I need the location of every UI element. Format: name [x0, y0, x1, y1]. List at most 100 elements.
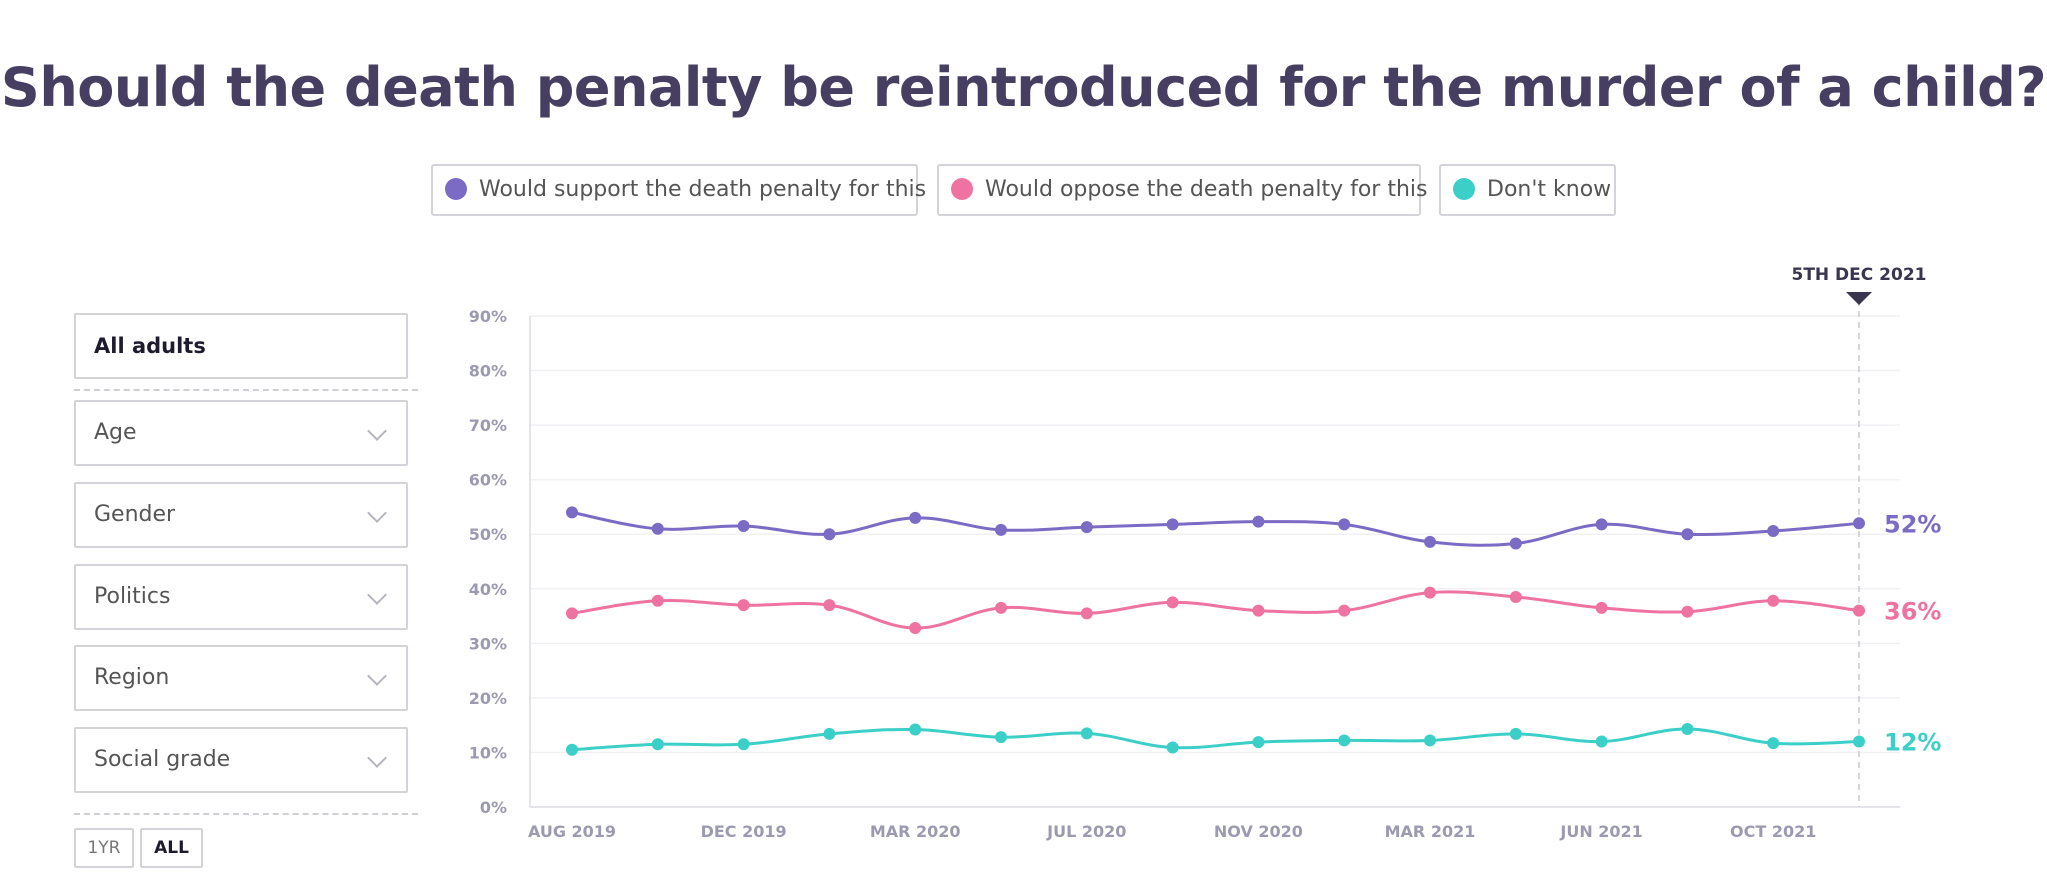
data-point-oppose	[651, 594, 664, 607]
data-point-dont-know	[995, 731, 1007, 744]
filter-age-label: Age	[94, 420, 137, 445]
y-tick-label: 60%	[469, 471, 507, 490]
data-point-oppose	[1166, 596, 1179, 609]
data-point-support	[737, 520, 750, 533]
y-tick-label: 80%	[469, 362, 507, 381]
legend-dot-oppose	[951, 178, 973, 200]
data-point-dont-know	[737, 738, 750, 751]
data-point-oppose	[737, 599, 750, 612]
filter-divider-bottom	[74, 813, 418, 815]
data-point-support	[566, 506, 578, 519]
chart-axes: 0% 10% 20% 30% 40% 50% 60% 70% 80% 90% AUG 2019 DEC…	[469, 292, 1900, 841]
legend-item-dont-know[interactable]: Don't know	[1439, 164, 1616, 216]
legend-dot-support	[445, 178, 467, 200]
legend-item-support[interactable]: Would support the death penalty for this	[431, 164, 926, 216]
filter-social-grade-label: Social grade	[94, 747, 231, 772]
legend-item-oppose[interactable]: Would oppose the death penalty for this	[937, 164, 1427, 216]
date-marker-label: 5TH DEC 2021	[1791, 265, 1926, 285]
data-point-dont-know	[1681, 722, 1694, 735]
data-point-support	[651, 522, 664, 535]
filter-region-dropdown[interactable]: Region	[74, 645, 408, 711]
x-tick-label: NOV 2020	[1214, 822, 1303, 841]
data-point-oppose	[1509, 590, 1522, 603]
data-point-dont-know	[1338, 734, 1351, 747]
y-tick-label: 40%	[469, 580, 507, 599]
data-point-support	[1080, 521, 1093, 534]
date-marker-arrow-icon	[1846, 292, 1872, 305]
data-point-support	[823, 528, 836, 541]
page-title: Should the death penalty be reintroduced…	[0, 56, 2047, 119]
data-point-dont-know	[566, 743, 578, 756]
y-tick-label: 20%	[469, 689, 507, 708]
data-point-oppose	[823, 599, 836, 612]
data-point-oppose	[566, 607, 578, 620]
data-point-support	[1509, 537, 1522, 550]
filter-region-label: Region	[94, 665, 170, 690]
data-point-support	[1424, 535, 1436, 548]
y-tick-label: 0%	[480, 798, 507, 817]
data-point-support	[909, 511, 922, 524]
chart-series	[566, 506, 1865, 756]
data-point-dont-know	[823, 727, 836, 740]
data-point-dont-know	[651, 738, 664, 751]
end-label-oppose: 36%	[1884, 598, 1941, 626]
data-point-support	[1853, 517, 1865, 530]
x-tick-label: MAR 2021	[1385, 822, 1476, 841]
data-point-dont-know	[1853, 735, 1865, 748]
filter-social-grade-dropdown[interactable]: Social grade	[74, 727, 408, 793]
data-point-oppose	[1595, 601, 1608, 614]
y-tick-label: 70%	[469, 416, 507, 435]
y-tick-label: 10%	[469, 743, 507, 762]
x-tick-label: JUN 2021	[1559, 822, 1642, 841]
x-tick-label: JUL 2020	[1046, 822, 1126, 841]
y-tick-label: 30%	[469, 634, 507, 653]
data-point-dont-know	[1509, 727, 1522, 740]
x-tick-label: OCT 2021	[1730, 822, 1816, 841]
data-point-oppose	[1853, 604, 1865, 617]
data-point-dont-know	[1252, 736, 1265, 749]
data-point-oppose	[1681, 605, 1694, 618]
x-tick-label: AUG 2019	[528, 822, 616, 841]
data-point-dont-know	[1595, 735, 1608, 748]
end-label-support: 52%	[1884, 510, 1941, 538]
legend-label-dont-know: Don't know	[1487, 177, 1612, 202]
data-point-support	[1166, 518, 1179, 531]
x-tick-label: MAR 2020	[870, 822, 961, 841]
filter-age-dropdown[interactable]: Age	[74, 400, 408, 466]
data-point-oppose	[1338, 604, 1351, 617]
data-point-support	[1252, 515, 1265, 528]
filter-all-adults[interactable]: All adults	[74, 313, 408, 379]
y-tick-label: 50%	[469, 525, 507, 544]
series-line-dont-know	[571, 727, 1860, 752]
legend-label-oppose: Would oppose the death penalty for this	[985, 177, 1428, 202]
data-point-support	[1338, 518, 1351, 531]
filter-gender-label: Gender	[94, 502, 176, 527]
data-point-oppose	[1424, 586, 1436, 599]
series-line-support	[571, 510, 1860, 547]
x-tick-label: DEC 2019	[701, 822, 787, 841]
data-point-oppose	[995, 601, 1007, 614]
series-line-oppose	[571, 590, 1860, 630]
legend: Would support the death penalty for this…	[0, 164, 2047, 216]
filter-politics-label: Politics	[94, 584, 171, 609]
data-point-oppose	[1080, 607, 1093, 620]
data-point-support	[1595, 518, 1608, 531]
data-point-dont-know	[1166, 741, 1179, 754]
data-point-support	[1681, 528, 1694, 541]
range-button-all[interactable]: ALL	[140, 828, 203, 868]
filter-divider-top	[74, 389, 418, 391]
data-point-oppose	[1252, 604, 1265, 617]
filter-politics-dropdown[interactable]: Politics	[74, 564, 408, 630]
range-button-1yr[interactable]: 1YR	[74, 828, 134, 868]
filter-gender-dropdown[interactable]: Gender	[74, 482, 408, 548]
data-point-support	[995, 523, 1007, 536]
data-point-dont-know	[1767, 737, 1780, 750]
legend-dot-dont-know	[1453, 178, 1475, 200]
chart-gridlines	[530, 315, 1900, 754]
data-point-oppose	[909, 622, 922, 635]
chart-labels: 5TH DEC 2021 52% 36% 12%	[1791, 265, 1941, 757]
data-point-dont-know	[1080, 727, 1093, 740]
end-label-dont-know: 12%	[1884, 729, 1941, 757]
y-tick-label: 90%	[469, 307, 507, 326]
